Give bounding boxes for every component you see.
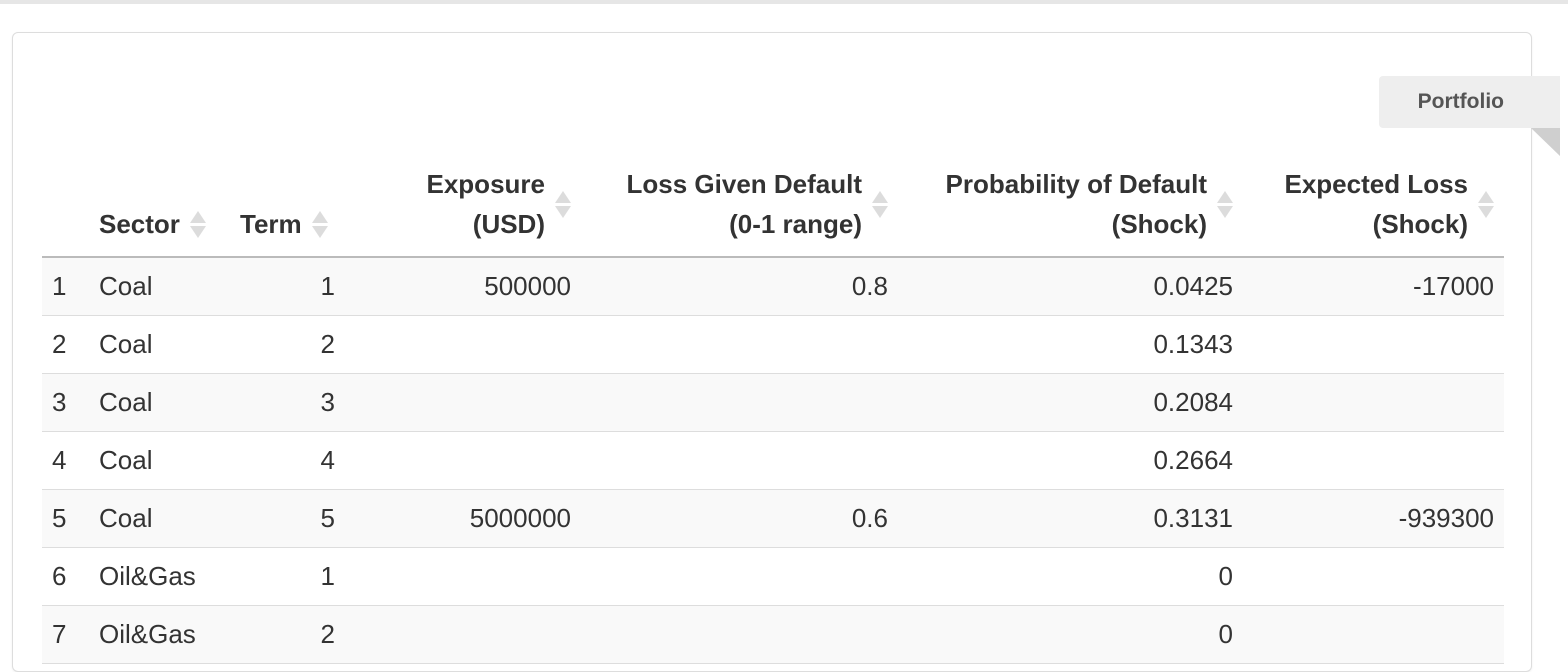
cell-exposure — [345, 547, 581, 606]
cell-exposure: 500000 — [345, 257, 581, 316]
cell-expected-loss — [1243, 547, 1504, 606]
cell-exposure — [345, 315, 581, 374]
cell-lgd — [581, 431, 898, 490]
cell-index: 5 — [42, 489, 89, 548]
cell-pd: 0 — [898, 547, 1243, 606]
table-row: 7 Oil&Gas 2 0 — [42, 605, 1504, 664]
cell-sector: Oil&Gas — [89, 547, 230, 606]
column-header-expected-loss[interactable]: Expected Loss (Shock) — [1243, 150, 1504, 258]
table-header: Sector Term Exposure (USD) Loss Given Def… — [42, 150, 1504, 258]
cell-term: 3 — [230, 373, 345, 432]
cell-exposure — [345, 605, 581, 664]
cell-lgd — [581, 547, 898, 606]
cell-sector: Coal — [89, 489, 230, 548]
cell-pd: 0.2084 — [898, 373, 1243, 432]
column-header-sector[interactable]: Sector — [89, 150, 230, 258]
cell-expected-loss — [1243, 431, 1504, 490]
column-header-term[interactable]: Term — [230, 150, 345, 258]
cell-expected-loss: -17000 — [1243, 257, 1504, 316]
cell-index: 4 — [42, 431, 89, 490]
cell-term: 4 — [230, 431, 345, 490]
cell-pd: 0.1343 — [898, 315, 1243, 374]
cell-index: 7 — [42, 605, 89, 664]
cell-lgd: 0.6 — [581, 489, 898, 548]
cell-expected-loss — [1243, 315, 1504, 374]
cell-pd: 0.2664 — [898, 431, 1243, 490]
cell-exposure — [345, 431, 581, 490]
cell-pd: 0 — [898, 605, 1243, 664]
sort-icon[interactable] — [189, 210, 206, 238]
cell-sector: Oil&Gas — [89, 605, 230, 664]
ribbon-fold — [1531, 128, 1560, 156]
column-header-pd[interactable]: Probability of Default (Shock) — [898, 150, 1243, 258]
table-row: 2 Coal 2 0.1343 — [42, 315, 1504, 374]
cell-expected-loss — [1243, 605, 1504, 664]
cell-term: 2 — [230, 315, 345, 374]
cell-sector: Coal — [89, 315, 230, 374]
cell-lgd — [581, 315, 898, 374]
column-header-lgd[interactable]: Loss Given Default (0-1 range) — [581, 150, 898, 258]
column-header-index — [42, 150, 89, 258]
sort-icon[interactable] — [1217, 190, 1233, 218]
sort-icon[interactable] — [555, 190, 571, 218]
cell-exposure: 5000000 — [345, 489, 581, 548]
cell-lgd: 0.8 — [581, 257, 898, 316]
cell-index: 2 — [42, 315, 89, 374]
cell-index: 3 — [42, 373, 89, 432]
cell-sector: Coal — [89, 373, 230, 432]
cell-lgd — [581, 605, 898, 664]
column-header-label: Exposure (USD) — [426, 169, 546, 239]
column-header-label: Probability of Default (Shock) — [945, 169, 1207, 239]
cell-index: 1 — [42, 257, 89, 316]
cell-lgd — [581, 373, 898, 432]
column-header-label: Term — [240, 209, 302, 239]
header-row: Sector Term Exposure (USD) Loss Given Def… — [42, 150, 1504, 258]
column-header-exposure[interactable]: Exposure (USD) — [345, 150, 581, 258]
cell-index: 6 — [42, 547, 89, 606]
cell-term: 5 — [230, 489, 345, 548]
sort-icon[interactable] — [1478, 190, 1494, 218]
portfolio-ribbon-label[interactable]: Portfolio — [1379, 76, 1560, 128]
column-header-label: Expected Loss (Shock) — [1284, 169, 1468, 239]
portfolio-table: Sector Term Exposure (USD) Loss Given Def… — [42, 150, 1504, 664]
cell-sector: Coal — [89, 257, 230, 316]
table-row: 1 Coal 1 500000 0.8 0.0425 -17000 — [42, 257, 1504, 316]
cell-term: 1 — [230, 547, 345, 606]
sort-icon[interactable] — [311, 210, 328, 238]
cell-term: 1 — [230, 257, 345, 316]
top-divider — [0, 0, 1568, 4]
cell-pd: 0.0425 — [898, 257, 1243, 316]
cell-exposure — [345, 373, 581, 432]
column-header-label: Loss Given Default (0-1 range) — [626, 169, 863, 239]
cell-term: 2 — [230, 605, 345, 664]
sort-icon[interactable] — [872, 190, 888, 218]
cell-expected-loss — [1243, 373, 1504, 432]
table-row: 6 Oil&Gas 1 0 — [42, 547, 1504, 606]
cell-sector: Coal — [89, 431, 230, 490]
table-row: 5 Coal 5 5000000 0.6 0.3131 -939300 — [42, 489, 1504, 548]
table-row: 3 Coal 3 0.2084 — [42, 373, 1504, 432]
table-body: 1 Coal 1 500000 0.8 0.0425 -17000 2 Coal… — [42, 257, 1504, 664]
cell-pd: 0.3131 — [898, 489, 1243, 548]
cell-expected-loss: -939300 — [1243, 489, 1504, 548]
table-row: 4 Coal 4 0.2664 — [42, 431, 1504, 490]
column-header-label: Sector — [99, 209, 180, 239]
